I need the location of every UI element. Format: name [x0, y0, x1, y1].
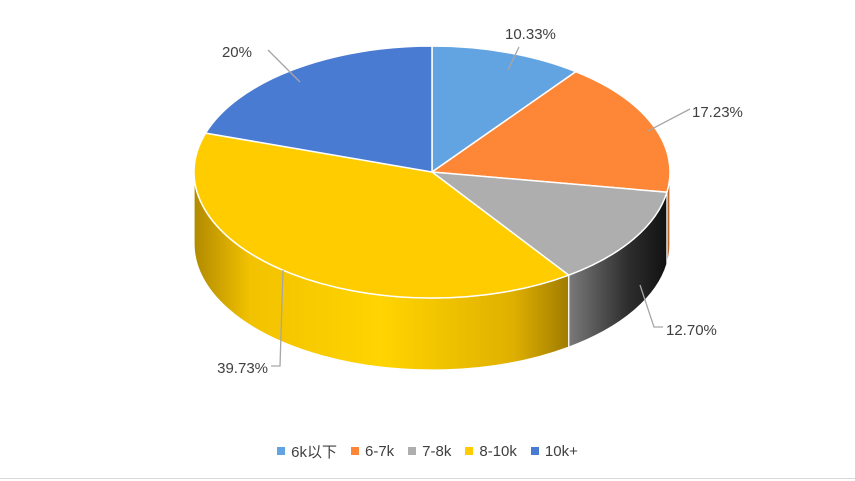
legend-swatch	[277, 447, 286, 455]
data-label: 17.23%	[692, 104, 743, 121]
legend-item-10k-plus[interactable]: 10k+	[530, 442, 578, 460]
leader-line	[271, 269, 284, 367]
legend-swatch	[465, 447, 474, 455]
slice-6k-[interactable]	[431, 45, 578, 174]
data-label: 20%	[222, 44, 252, 61]
data-label: 12.70%	[666, 322, 717, 339]
legend-item-6-7k[interactable]: 6-7k	[350, 442, 395, 460]
leader-line	[647, 108, 691, 132]
legend: 6k以下 6-7k 7-8k 8-10k 10k+	[0, 440, 855, 462]
slice-6-7k[interactable]	[429, 70, 671, 193]
legend-item-7-8k[interactable]: 7-8k	[408, 443, 451, 460]
legend-label: 10k+	[544, 442, 578, 460]
slice-10k-[interactable]	[204, 45, 433, 173]
leader-line	[267, 49, 301, 83]
legend-swatch	[530, 447, 539, 455]
data-label: 10.33%	[505, 26, 556, 43]
legend-label: 6k以下	[291, 443, 337, 461]
legend-label: 7-8k	[422, 442, 452, 460]
leader-line	[507, 46, 520, 71]
legend-item-8-10k[interactable]: 8-10k	[465, 443, 517, 460]
bottom-divider	[0, 478, 855, 479]
legend-label: 6-7k	[364, 442, 395, 460]
slice-8-10k[interactable]	[193, 132, 571, 299]
data-label: 39.73%	[217, 360, 268, 377]
slice-7-8k[interactable]	[429, 171, 668, 276]
legend-swatch	[408, 447, 417, 455]
legend-label: 8-10k	[479, 442, 517, 460]
leader-line	[639, 284, 663, 328]
legend-swatch	[350, 447, 359, 455]
legend-item-6k-below[interactable]: 6k以下	[277, 441, 337, 462]
